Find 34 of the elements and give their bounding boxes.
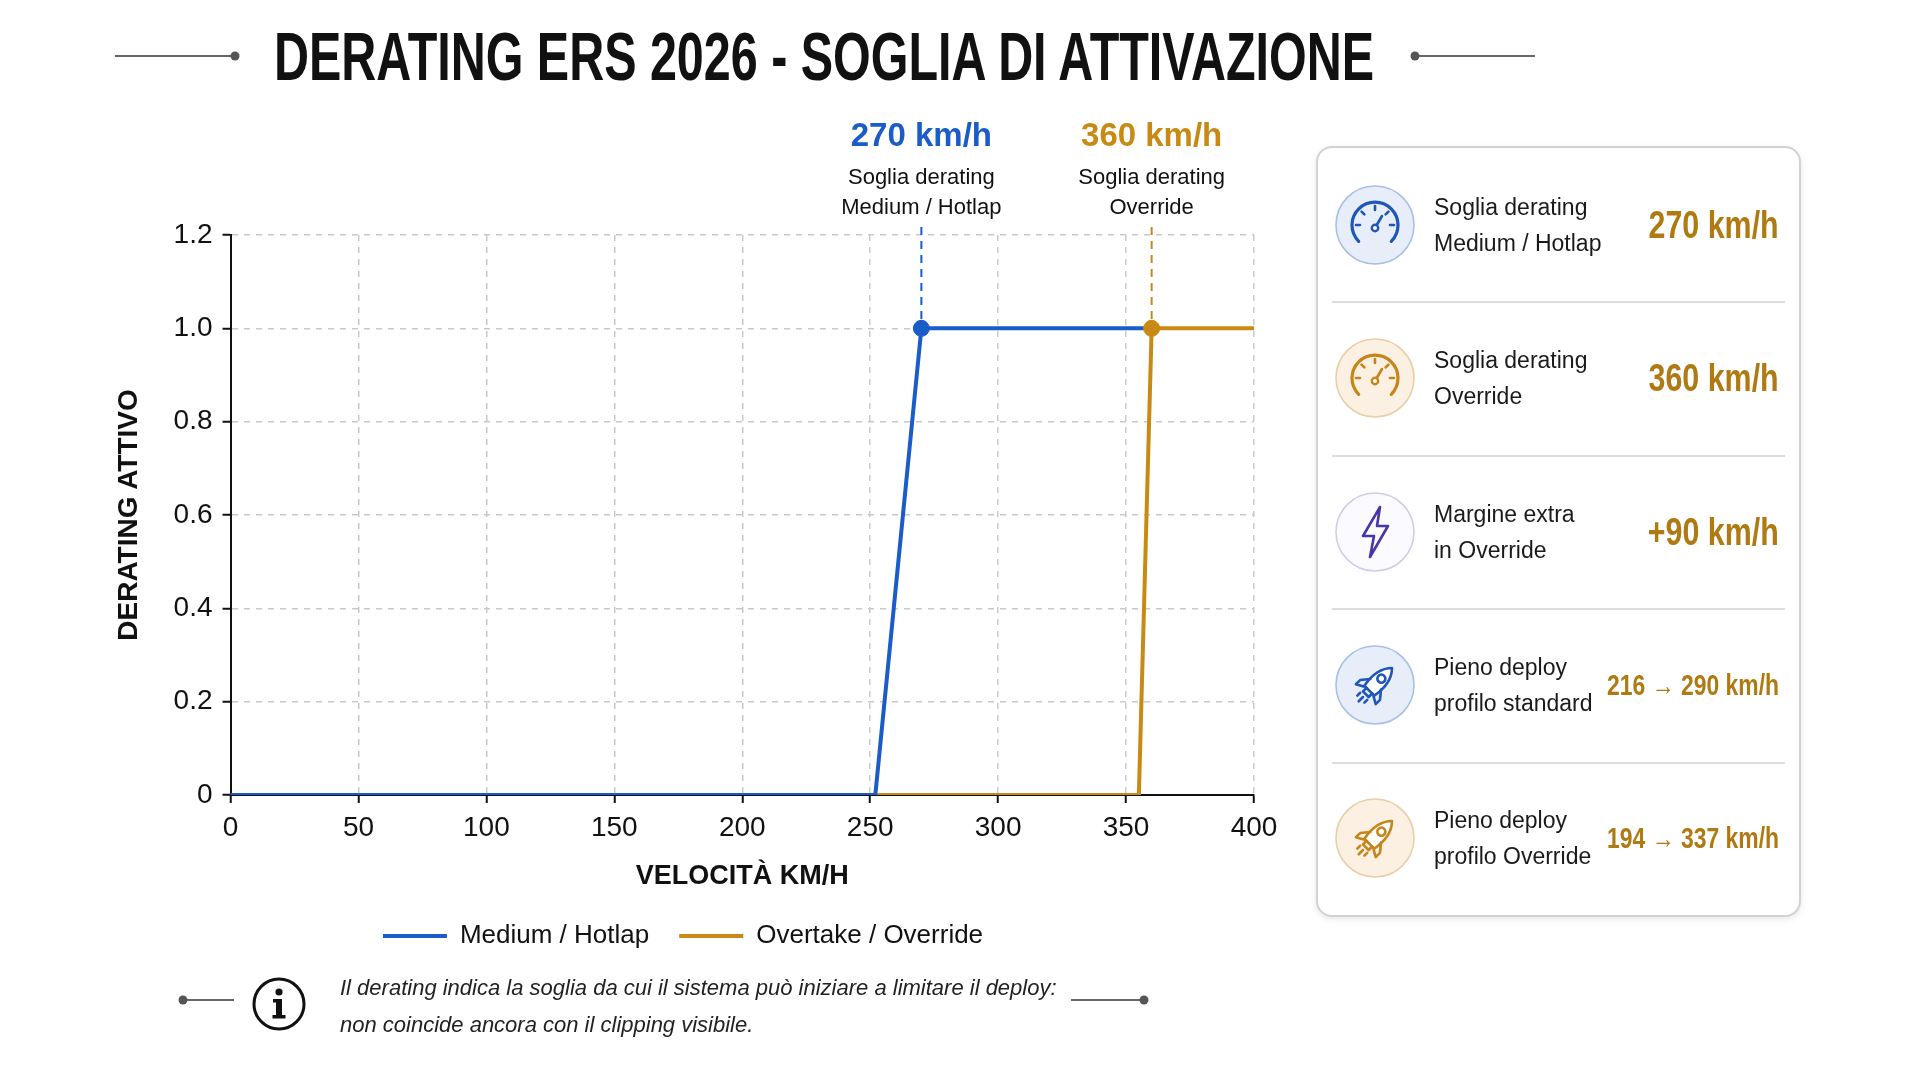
legend-label: Overtake / Override [756, 919, 984, 950]
text: Margine extra in Override [1434, 499, 1575, 565]
y-axis-title: DERATING ATTIVO [111, 389, 143, 641]
y-tick-label: 0.4 [173, 591, 213, 623]
text: Soglia derating Override [1434, 346, 1588, 412]
x-tick-label: 400 [1230, 810, 1278, 842]
ref-line-label: 360 km/h Soglia derating Override [1078, 116, 1226, 220]
x-tick-label: 300 [974, 810, 1022, 842]
chart-title: DERATING ERS 2026 - SOGLIA DI ATTIVAZIONE [273, 17, 1374, 96]
x-tick-label: 50 [342, 810, 375, 842]
x-tick-label: 250 [846, 810, 894, 842]
y-tick-label: 1.0 [173, 311, 213, 343]
x-tick-label: 150 [590, 810, 638, 842]
y-tick-label: 0.6 [173, 497, 213, 529]
y-tick-label: 0 [196, 777, 213, 809]
text: Il derating indica la soglia da cui il sistema può iniziare a limitare il deploy: non coincide ancora con il clipping visibile. [340, 974, 1057, 1039]
text: 270 km/h [1648, 202, 1779, 247]
x-tick-label: 350 [1102, 810, 1150, 842]
y-tick-label: 1.2 [173, 217, 213, 249]
text: 194 → 337 km/h [1606, 821, 1779, 857]
text: 216 → 290 km/h [1606, 667, 1779, 703]
y-tick-label: 0.8 [173, 404, 213, 436]
text: 360 km/h [1648, 356, 1779, 401]
text: Pieno deploy profilo standard [1434, 652, 1593, 718]
ref-line-label: 270 km/h Soglia derating Medium / Hotlap [841, 116, 1002, 220]
text: Pieno deploy profilo Override [1434, 806, 1592, 872]
x-tick-label: 0 [222, 810, 239, 842]
legend-label: Medium / Hotlap [459, 919, 650, 950]
text: Soglia derating Medium / Hotlap [1434, 192, 1602, 258]
x-axis-title: VELOCITÀ KM/H [635, 859, 849, 891]
x-tick-label: 100 [463, 810, 510, 842]
text: +90 km/h [1648, 509, 1779, 554]
y-tick-label: 0.2 [173, 684, 213, 716]
x-tick-label: 200 [718, 810, 766, 842]
